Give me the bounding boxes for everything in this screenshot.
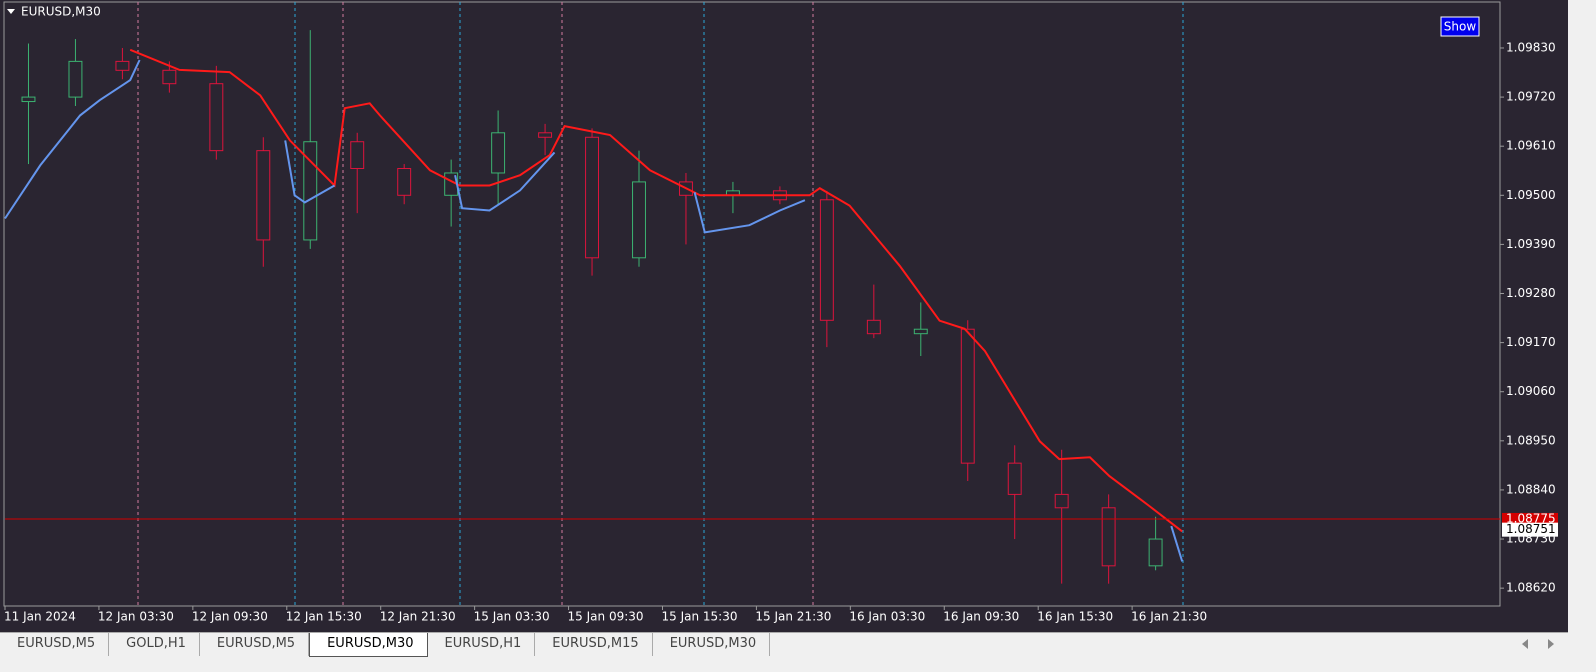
plot-frame [3, 1, 1501, 607]
candle-body [1148, 538, 1163, 567]
bid-label-box [1502, 522, 1558, 537]
candle-body [1054, 493, 1069, 509]
candle-body [68, 60, 83, 98]
show-button[interactable] [1440, 16, 1480, 37]
candle-body [209, 83, 224, 152]
y-tick-label: 1.09280 [1506, 286, 1556, 300]
tab[interactable]: EURUSD,M30 [309, 633, 428, 657]
price-label-box [1502, 512, 1558, 525]
y-tick-label: 1.08620 [1506, 581, 1556, 595]
x-tick-label: 12 Jan 21:30 [380, 610, 456, 624]
y-tick-label: 1.08950 [1506, 433, 1556, 447]
candle-body [913, 328, 928, 335]
x-tick-label: 16 Jan 15:30 [1037, 610, 1113, 624]
scroll-left[interactable] [1522, 639, 1528, 649]
y-tick-label: 1.09830 [1506, 40, 1556, 54]
y-tick-label: 1.08840 [1506, 482, 1556, 496]
x-tick-label: 12 Jan 15:30 [286, 610, 362, 624]
candle-body [21, 96, 36, 103]
x-tick-label: 15 Jan 21:30 [755, 610, 831, 624]
candle-body [303, 141, 318, 241]
x-tick-label: 12 Jan 03:30 [98, 610, 174, 624]
tab[interactable]: EURUSD,M5 [200, 633, 310, 656]
x-tick-label: 15 Jan 09:30 [568, 610, 644, 624]
y-tick-label: 1.09390 [1506, 237, 1556, 251]
x-tick-label: 12 Jan 09:30 [192, 610, 268, 624]
y-tick-label: 1.09500 [1506, 188, 1556, 202]
tab[interactable]: EURUSD,M5 [0, 633, 110, 656]
chart-background [0, 0, 1568, 632]
scroll-right[interactable] [1548, 639, 1554, 649]
candle-body [350, 141, 365, 170]
tab-bar: EURUSD,M5 GOLD,H1 EURUSD,M5 EURUSD,M30 EURUS… [0, 632, 1568, 657]
show-button-label[interactable]: Show [1444, 20, 1477, 34]
x-tick-label: 16 Jan 03:30 [849, 610, 925, 624]
chart: EURUSD,M30 Show 1.09830 1.09720 1.09610 1.0… [0, 0, 1568, 632]
tab[interactable]: EURUSD,M15 [535, 633, 653, 656]
x-tick-label: 16 Jan 21:30 [1131, 610, 1207, 624]
candle-body [632, 181, 646, 259]
tab[interactable]: GOLD,H1 [109, 633, 200, 656]
tab[interactable]: EURUSD,M30 [653, 633, 771, 656]
candle-body [162, 69, 177, 85]
candle-body [960, 328, 975, 464]
y-tick-label: 1.09610 [1506, 139, 1556, 153]
x-tick-label: 15 Jan 15:30 [661, 610, 737, 624]
bid-label: 1.08751 [1506, 522, 1556, 536]
candle-body [819, 199, 834, 321]
price-label: 1.08775 [1506, 511, 1556, 525]
candle-body [866, 319, 881, 335]
indicator-line [4, 59, 1184, 562]
x-tick-label: 15 Jan 03:30 [474, 610, 550, 624]
candle-body [256, 150, 271, 241]
candle-body [397, 168, 412, 196]
window-title: EURUSD,M30 [21, 5, 101, 19]
candle-body [1101, 507, 1116, 567]
x-tick-label: 11 Jan 2024 [4, 610, 76, 624]
tab[interactable]: EURUSD,H1 [428, 633, 536, 656]
y-tick-label: 1.09170 [1506, 335, 1556, 349]
candle-body [1007, 462, 1022, 495]
separators [137, 2, 1184, 606]
tab-scroll [1522, 639, 1554, 649]
candle-body [115, 60, 130, 71]
candle-body [491, 132, 506, 174]
y-tick-label: 1.09720 [1506, 90, 1556, 104]
candle-body [585, 136, 599, 259]
x-tick-label: 16 Jan 09:30 [943, 610, 1019, 624]
y-tick-label: 1.09060 [1506, 384, 1556, 398]
menu-arrow[interactable] [7, 9, 15, 14]
candle-body [538, 132, 553, 138]
